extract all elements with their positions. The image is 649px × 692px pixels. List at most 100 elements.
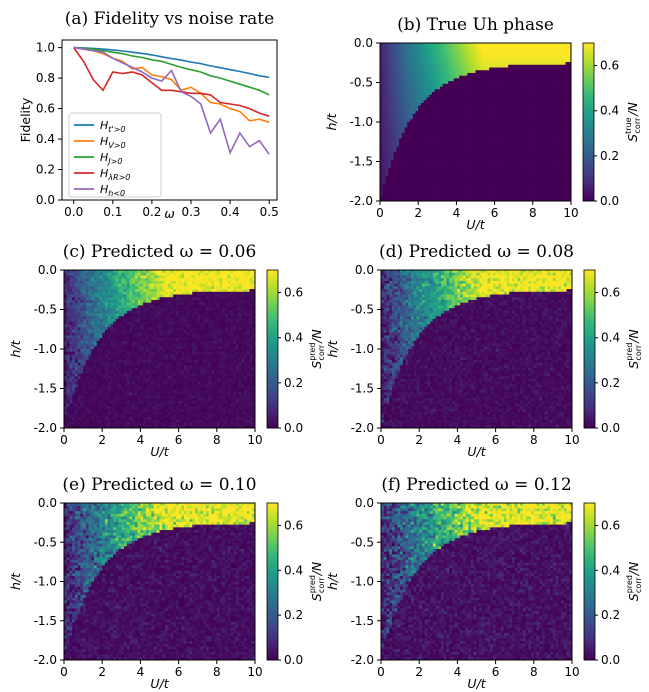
heatmap-cell — [525, 70, 528, 73]
heatmap-cell — [527, 57, 530, 60]
heatmap-cell — [391, 76, 394, 79]
heatmap-cell — [435, 100, 438, 103]
heatmap-cell — [530, 48, 533, 51]
heatmap-cell — [456, 152, 459, 155]
heatmap-cell — [396, 136, 399, 139]
heatmap-cell — [396, 51, 399, 54]
heatmap-cell — [203, 273, 206, 276]
heatmap-cell — [536, 81, 539, 84]
heatmap-cell — [391, 54, 394, 57]
heatmap-cell — [388, 100, 391, 103]
heatmap-cell — [116, 300, 119, 303]
heatmap-cell — [476, 166, 479, 169]
heatmap-cell — [241, 289, 244, 292]
heatmap-cell — [454, 174, 457, 177]
heatmap-cell — [443, 155, 446, 158]
heatmap-cell — [536, 76, 539, 79]
heatmap-cell — [413, 73, 416, 76]
heatmap-cell — [388, 48, 391, 51]
heatmap-cell — [552, 87, 555, 90]
heatmap-cell — [514, 119, 517, 122]
heatmap-cell — [135, 273, 138, 276]
heatmap-cell — [198, 286, 201, 289]
heatmap-cell — [503, 187, 506, 190]
heatmap-cell — [418, 78, 421, 81]
heatmap-cell — [454, 163, 457, 166]
heatmap-cell — [173, 278, 176, 281]
heatmap-cell — [560, 160, 563, 163]
heatmap-cell — [426, 103, 429, 106]
heatmap-cell — [546, 111, 549, 114]
heatmap-cell — [220, 273, 223, 276]
heatmap-cell — [506, 179, 509, 182]
heatmap-cell — [492, 127, 495, 130]
heatmap-cell — [549, 163, 552, 166]
heatmap-cell — [421, 185, 424, 188]
heatmap-cell — [536, 196, 539, 199]
heatmap-cell — [500, 157, 503, 160]
heatmap-cell — [443, 138, 446, 141]
heatmap-cell — [75, 286, 78, 289]
heatmap-cell — [533, 97, 536, 100]
heatmap-cell — [121, 292, 124, 295]
heatmap-cell — [566, 89, 569, 92]
heatmap-cell — [138, 284, 141, 287]
heatmap-cell — [75, 295, 78, 298]
heatmap-cell — [429, 193, 432, 196]
heatmap-cell — [552, 73, 555, 76]
heatmap-cell — [429, 176, 432, 179]
heatmap-cell — [429, 163, 432, 166]
heatmap-cell — [383, 62, 386, 65]
heatmap-cell — [555, 152, 558, 155]
heatmap-cell — [566, 125, 569, 128]
heatmap-cell — [451, 138, 454, 141]
heatmap-cell — [424, 89, 427, 92]
heatmap-cell — [495, 187, 498, 190]
heatmap-cell — [516, 187, 519, 190]
heatmap-cell — [410, 133, 413, 136]
heatmap-cell — [451, 100, 454, 103]
heatmap-cell — [190, 295, 193, 298]
heatmap-cell — [399, 147, 402, 150]
heatmap-cell — [462, 54, 465, 57]
heatmap-cell — [557, 122, 560, 125]
heatmap-cell — [544, 117, 547, 120]
heatmap-cell — [399, 84, 402, 87]
heatmap-cell — [546, 117, 549, 120]
heatmap-cell — [511, 171, 514, 174]
heatmap-cell — [478, 117, 481, 120]
heatmap-cell — [151, 273, 154, 276]
heatmap-cell — [435, 70, 438, 73]
heatmap-cell — [239, 281, 242, 284]
heatmap-cell — [522, 103, 525, 106]
heatmap-cell — [443, 51, 446, 54]
heatmap-cell — [432, 68, 435, 71]
heatmap-cell — [432, 48, 435, 51]
heatmap-cell — [220, 297, 223, 300]
heatmap-cell — [557, 144, 560, 147]
heatmap-cell — [97, 292, 100, 295]
heatmap-cell — [530, 100, 533, 103]
heatmap-cell — [514, 176, 517, 179]
heatmap-cell — [459, 155, 462, 158]
heatmap-cell — [402, 62, 405, 65]
heatmap-cell — [105, 292, 108, 295]
heatmap-cell — [146, 295, 149, 298]
heatmap-cell — [448, 166, 451, 169]
heatmap-cell — [407, 78, 410, 81]
heatmap-cell — [165, 286, 168, 289]
heatmap-cell — [459, 97, 462, 100]
heatmap-cell — [435, 125, 438, 128]
heatmap-cell — [497, 187, 500, 190]
heatmap-cell — [481, 196, 484, 199]
heatmap-cell — [440, 97, 443, 100]
heatmap-cell — [533, 70, 536, 73]
heatmap-cell — [437, 48, 440, 51]
heatmap-cell — [135, 275, 138, 278]
heatmap-cell — [560, 103, 563, 106]
heatmap-cell — [511, 144, 514, 147]
heatmap-cell — [533, 87, 536, 90]
heatmap-cell — [516, 127, 519, 130]
heatmap-cell — [486, 125, 489, 128]
heatmap-cell — [454, 166, 457, 169]
